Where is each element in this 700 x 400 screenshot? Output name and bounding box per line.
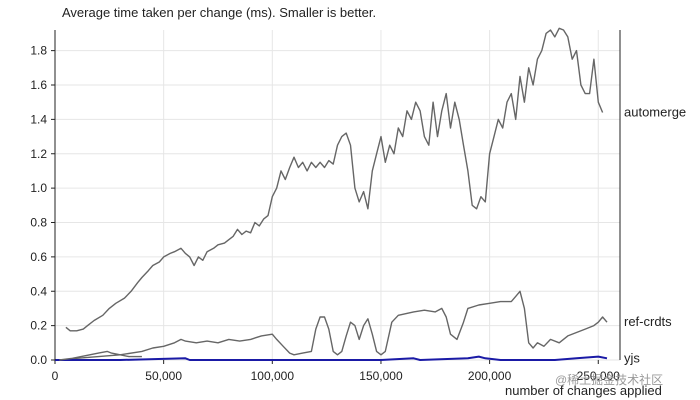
axes — [54, 30, 621, 360]
y-tick-label: 1.8 — [30, 44, 47, 58]
grid — [51, 30, 620, 364]
y-tick-label: 0.0 — [30, 353, 47, 367]
x-tick-label: 200,000 — [468, 369, 512, 383]
series-label-yjs: yjs — [624, 350, 640, 365]
x-tick-label: 250,000 — [577, 369, 621, 383]
chart-title: Average time taken per change (ms). Smal… — [62, 5, 376, 20]
y-tick-label: 0.6 — [30, 250, 47, 264]
y-tick-label: 1.0 — [30, 181, 47, 195]
series-line-automerge — [65, 27, 604, 332]
x-tick-label: 0 — [52, 369, 59, 383]
watermark: @稀土掘金技术社区 — [555, 372, 663, 387]
x-axis-label: number of changes applied — [505, 383, 662, 398]
series-line-unlabeled — [59, 350, 142, 361]
y-tick-label: 0.4 — [30, 284, 47, 298]
y-tick-label: 1.2 — [30, 147, 47, 161]
x-tick-label: 50,000 — [145, 369, 182, 383]
y-tick-labels: 0.0 0.2 0.4 0.6 0.8 1.0 1.2 1.4 1.6 1.8 — [30, 44, 47, 367]
y-tick-label: 1.6 — [30, 78, 47, 92]
series-label-ref-crdts: ref-crdts — [624, 314, 672, 329]
x-tick-label: 150,000 — [359, 369, 403, 383]
x-tick-label: 100,000 — [251, 369, 295, 383]
x-tick-labels: 0 50,000 100,000 150,000 200,000 250,000 — [52, 369, 621, 383]
series-line-yjs — [55, 355, 608, 361]
series-lines — [55, 27, 608, 361]
y-tick-label: 0.2 — [30, 319, 47, 333]
y-tick-label: 0.8 — [30, 216, 47, 230]
series-labels: automerge ref-crdts yjs — [624, 105, 686, 366]
series-label-automerge: automerge — [624, 105, 686, 120]
y-tick-label: 1.4 — [30, 112, 47, 126]
series-line-ref-crdts — [65, 290, 608, 361]
